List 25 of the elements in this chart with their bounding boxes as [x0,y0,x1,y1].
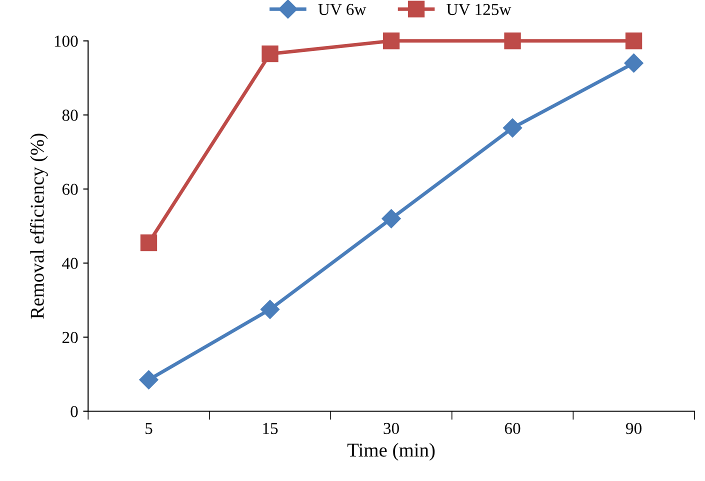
legend-label: UV 125w [446,4,512,16]
x-tick-label: 15 [263,422,278,434]
x-tick-label: 90 [626,422,642,434]
point [262,46,278,62]
y-tick-label: 100 [54,36,78,47]
point [140,234,158,252]
point [260,300,280,319]
y-tick-label: 60 [62,184,78,195]
point [382,209,401,228]
point [625,32,642,50]
legend-label: UV 6w [318,4,366,16]
point [624,54,644,73]
y-tick-label: 80 [62,110,78,121]
point [382,32,400,50]
x-tick-label: 30 [384,422,399,434]
y-axis-title: Removal efficiency (%) [30,134,48,319]
y-tick-label: 20 [62,332,78,344]
x-tick-label: 60 [504,422,520,434]
y-tick-label: 0 [70,406,78,418]
x-tick-label: 5 [146,423,152,434]
y-tick-label: 40 [62,258,78,270]
point [503,118,522,138]
point [504,32,521,50]
x-axis-title: Time (min) [347,443,435,461]
point [139,370,158,390]
